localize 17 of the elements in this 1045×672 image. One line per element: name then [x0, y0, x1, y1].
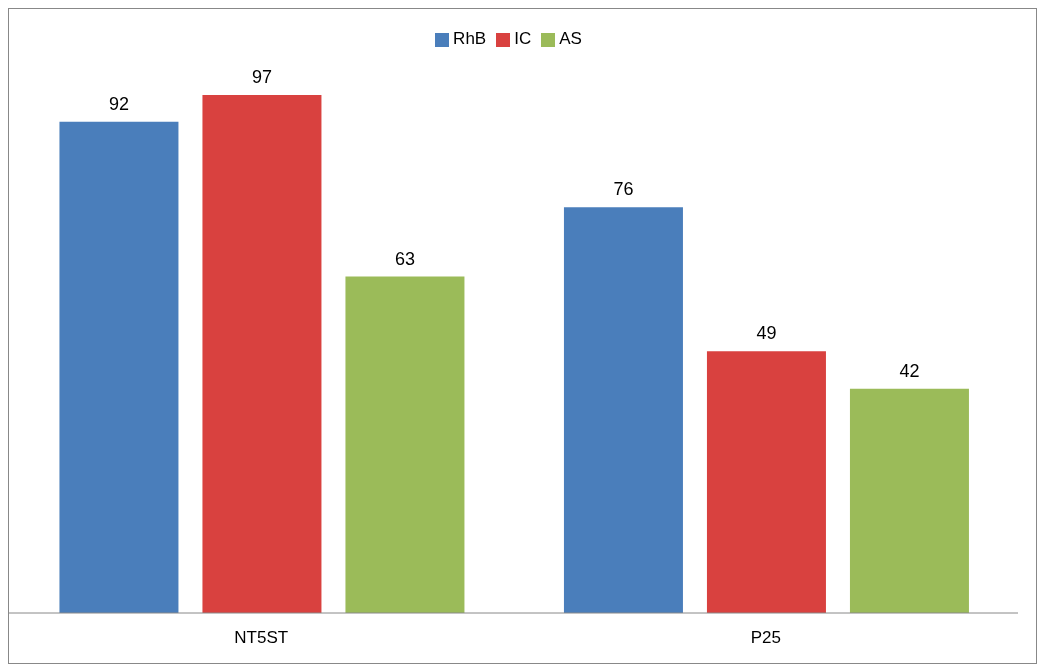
data-label: 49	[756, 323, 777, 344]
bar	[202, 95, 322, 613]
data-label: 92	[108, 93, 129, 114]
bar	[849, 388, 969, 613]
data-label: 76	[613, 179, 634, 200]
bar	[345, 276, 465, 613]
x-tick-label: P25	[750, 628, 781, 648]
x-tick-label: NT5ST	[234, 628, 289, 648]
data-label: 42	[899, 360, 920, 381]
bar	[706, 351, 826, 613]
bar	[563, 207, 683, 613]
bar	[59, 121, 179, 613]
legend-label: IC	[514, 29, 532, 48]
data-label: 63	[394, 248, 415, 269]
data-label: 97	[251, 67, 272, 88]
legend-label: AS	[559, 29, 582, 48]
legend-label: RhB	[453, 29, 487, 48]
